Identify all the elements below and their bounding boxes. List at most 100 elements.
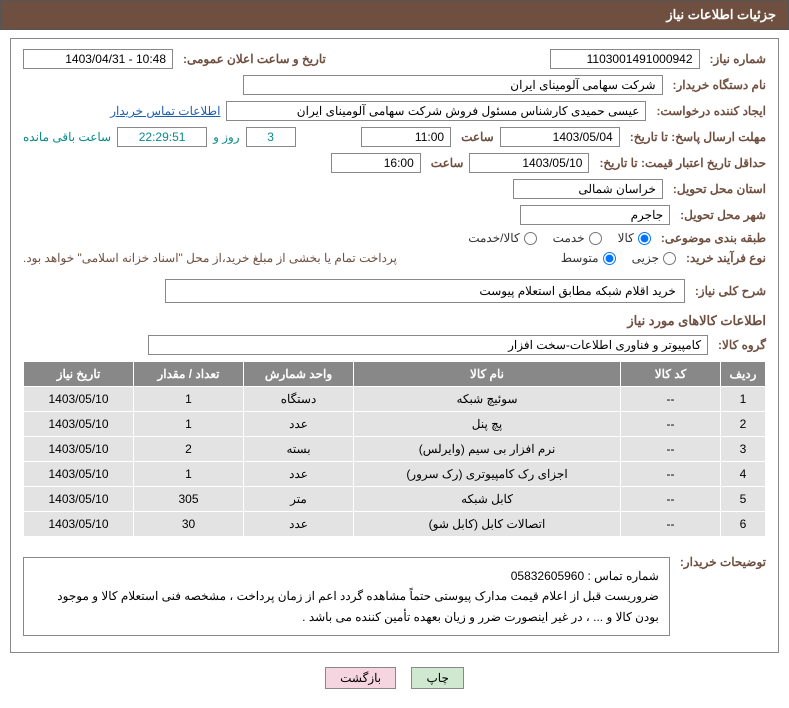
table-cell: 1 — [134, 462, 244, 487]
table-cell: اجزای رک کامپیوتری (رک سرور) — [354, 462, 621, 487]
table-cell: -- — [621, 387, 721, 412]
print-button[interactable]: چاپ — [411, 667, 463, 689]
table-row: 5--کابل شبکهمتر3051403/05/10 — [24, 487, 766, 512]
label-remaining: ساعت باقی مانده — [23, 130, 111, 144]
items-tbody: 1--سوئیچ شبکهدستگاه11403/05/102--پچ پنلع… — [24, 387, 766, 537]
field-announce-dt: 10:48 - 1403/04/31 — [23, 49, 173, 69]
table-cell: دستگاه — [244, 387, 354, 412]
field-price-date: 1403/05/10 — [469, 153, 589, 173]
table-cell: متر — [244, 487, 354, 512]
back-button[interactable]: بازگشت — [325, 667, 396, 689]
table-row: 6--اتصالات کابل (کابل شو)عدد301403/05/10 — [24, 512, 766, 537]
field-requester: عیسی حمیدی کارشناس مسئول فروش شرکت سهامی… — [226, 101, 646, 121]
label-need-no: شماره نیاز: — [706, 52, 766, 66]
items-th: کد کالا — [621, 362, 721, 387]
label-buyer-notes: توضیحات خریدار: — [676, 547, 766, 569]
table-cell: 3 — [721, 437, 766, 462]
table-cell: -- — [621, 512, 721, 537]
label-price-valid: حداقل تاریخ اعتبار قیمت: تا تاریخ: — [595, 156, 766, 170]
table-row: 4--اجزای رک کامپیوتری (رک سرور)عدد11403/… — [24, 462, 766, 487]
label-province: استان محل تحویل: — [669, 182, 766, 196]
process-radio-group: جزیی متوسط — [561, 251, 676, 265]
table-cell: 2 — [721, 412, 766, 437]
field-price-time: 16:00 — [331, 153, 421, 173]
table-cell: 1403/05/10 — [24, 462, 134, 487]
items-th: تعداد / مقدار — [134, 362, 244, 387]
section-goods-info: اطلاعات کالاهای مورد نیاز — [23, 313, 766, 329]
table-row: 3--نرم افزار بی سیم (وایرلس)بسته21403/05… — [24, 437, 766, 462]
table-cell: 30 — [134, 512, 244, 537]
table-cell: 1403/05/10 — [24, 512, 134, 537]
items-th: واحد شمارش — [244, 362, 354, 387]
items-th: نام کالا — [354, 362, 621, 387]
field-resp-date: 1403/05/04 — [500, 127, 620, 147]
table-cell: 2 — [134, 437, 244, 462]
field-buyer-org: شرکت سهامی آلومینای ایران — [243, 75, 663, 95]
table-cell: -- — [621, 412, 721, 437]
table-cell: عدد — [244, 512, 354, 537]
field-resp-time: 11:00 — [361, 127, 451, 147]
items-th: تاریخ نیاز — [24, 362, 134, 387]
field-goods-group: کامپیوتر و فناوری اطلاعات-سخت افزار — [148, 335, 708, 355]
label-process-type: نوع فرآیند خرید: — [682, 251, 766, 265]
field-days-left: 3 — [246, 127, 296, 147]
label-need-desc: شرح کلی نیاز: — [691, 284, 766, 298]
table-cell: 1 — [721, 387, 766, 412]
table-cell: عدد — [244, 412, 354, 437]
radio-service[interactable] — [589, 232, 602, 245]
field-need-no: 1103001491000942 — [550, 49, 700, 69]
label-hour-1: ساعت — [457, 130, 494, 144]
table-cell: 5 — [721, 487, 766, 512]
items-header-row: ردیفکد کالانام کالاواحد شمارشتعداد / مقد… — [24, 362, 766, 387]
label-buyer-org: نام دستگاه خریدار: — [669, 78, 767, 92]
field-need-desc: خرید اقلام شبکه مطابق استعلام پیوست — [165, 279, 685, 303]
page-title-bar: جزئیات اطلاعات نیاز — [0, 0, 789, 30]
table-cell: اتصالات کابل (کابل شو) — [354, 512, 621, 537]
radio-goods-label[interactable]: کالا — [618, 231, 651, 245]
table-cell: 1 — [134, 412, 244, 437]
table-cell: 1403/05/10 — [24, 387, 134, 412]
table-cell: 305 — [134, 487, 244, 512]
radio-both[interactable] — [524, 232, 537, 245]
label-days-and: روز و — [213, 130, 240, 144]
button-row: چاپ بازگشت — [0, 667, 789, 689]
label-hour-2: ساعت — [427, 156, 464, 170]
table-cell: 1 — [134, 387, 244, 412]
field-buyer-notes: شماره تماس : 05832605960ضروریست قبل از ا… — [23, 557, 670, 636]
table-cell: -- — [621, 437, 721, 462]
table-cell: نرم افزار بی سیم (وایرلس) — [354, 437, 621, 462]
items-table: ردیفکد کالانام کالاواحد شمارشتعداد / مقد… — [23, 361, 766, 537]
table-cell: بسته — [244, 437, 354, 462]
category-radio-group: کالا خدمت کالا/خدمت — [468, 231, 651, 245]
field-hours-left: 22:29:51 — [117, 127, 207, 147]
field-city: جاجرم — [520, 205, 670, 225]
table-cell: -- — [621, 462, 721, 487]
label-goods-group: گروه کالا: — [714, 338, 766, 352]
radio-partial-label[interactable]: جزیی — [632, 251, 676, 265]
label-city: شهر محل تحویل: — [676, 208, 766, 222]
table-cell: عدد — [244, 462, 354, 487]
table-cell: 1403/05/10 — [24, 412, 134, 437]
radio-both-label[interactable]: کالا/خدمت — [468, 231, 536, 245]
table-cell: کابل شبکه — [354, 487, 621, 512]
radio-service-label[interactable]: خدمت — [553, 231, 602, 245]
items-th: ردیف — [721, 362, 766, 387]
payment-note: پرداخت تمام یا بخشی از مبلغ خرید،از محل … — [23, 251, 397, 265]
radio-medium-label[interactable]: متوسط — [561, 251, 616, 265]
table-cell: 6 — [721, 512, 766, 537]
radio-partial[interactable] — [663, 252, 676, 265]
table-cell: 1403/05/10 — [24, 487, 134, 512]
radio-medium[interactable] — [603, 252, 616, 265]
table-cell: -- — [621, 487, 721, 512]
details-frame: شماره نیاز: 1103001491000942 تاریخ و ساع… — [10, 38, 779, 653]
label-category: طبقه بندی موضوعی: — [657, 231, 766, 245]
table-cell: 1403/05/10 — [24, 437, 134, 462]
page-title: جزئیات اطلاعات نیاز — [666, 7, 776, 22]
field-province: خراسان شمالی — [513, 179, 663, 199]
table-row: 2--پچ پنلعدد11403/05/10 — [24, 412, 766, 437]
link-buyer-contact[interactable]: اطلاعات تماس خریدار — [110, 104, 220, 118]
table-cell: 4 — [721, 462, 766, 487]
label-resp-deadline: مهلت ارسال پاسخ: تا تاریخ: — [626, 130, 766, 144]
radio-goods[interactable] — [638, 232, 651, 245]
label-requester: ایجاد کننده درخواست: — [652, 104, 766, 118]
